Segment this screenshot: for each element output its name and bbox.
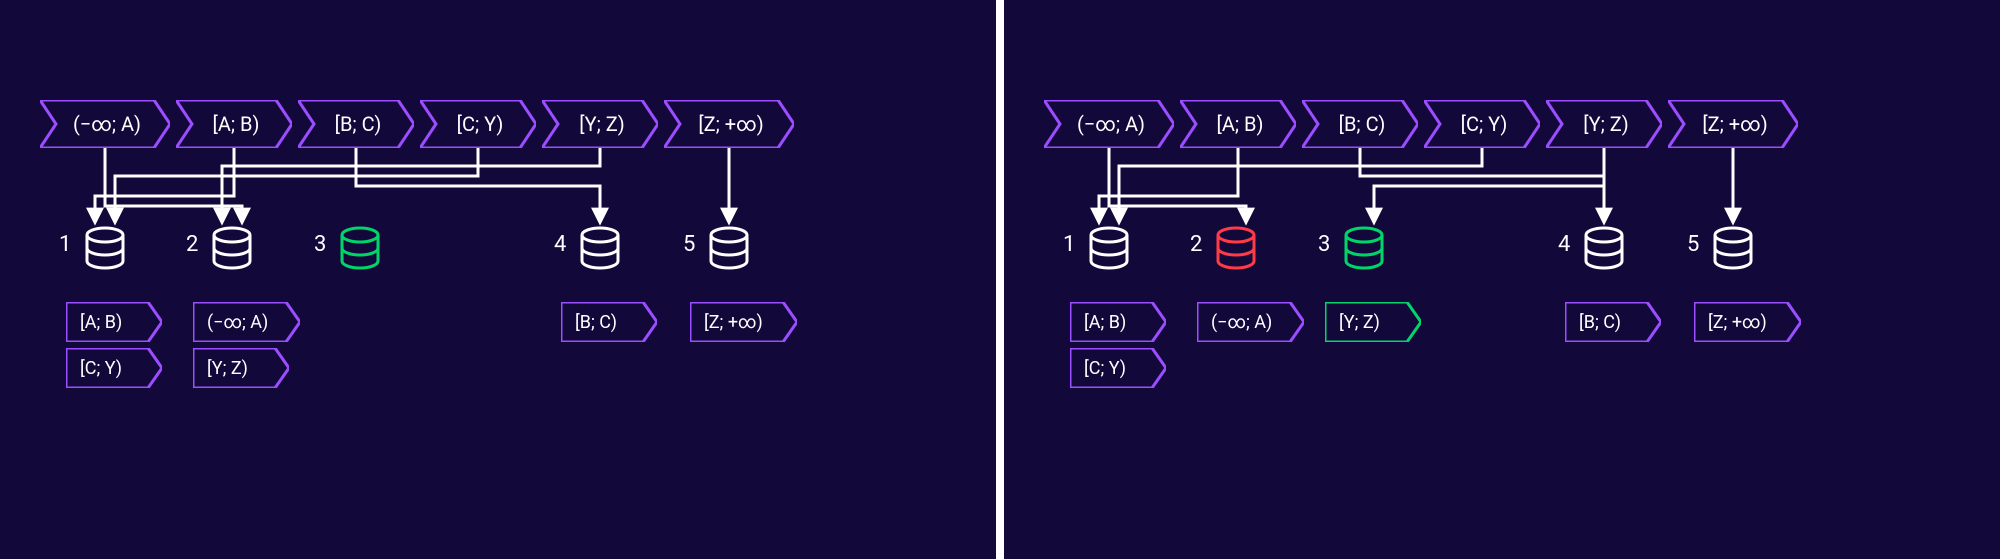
- tag-label: [Z; +∞): [1708, 312, 1767, 333]
- range-label: (−∞; A): [73, 112, 141, 136]
- tag-label: [Y; Z): [207, 358, 248, 379]
- tag-label: [Z; +∞): [704, 312, 763, 333]
- tag-label: [A; B): [80, 312, 122, 333]
- tag-label: [C; Y): [80, 358, 122, 379]
- mapping-arrow: [1374, 148, 1604, 222]
- tag-label: [C; Y): [1084, 358, 1126, 379]
- mapping-arrow: [1109, 148, 1246, 222]
- arrow-layer: [1004, 0, 2000, 559]
- tag-label: [A; B): [1084, 312, 1126, 333]
- range-label: [Z; +∞): [1702, 112, 1767, 136]
- range-label: [C; Y): [457, 112, 504, 136]
- range-label: [B; C): [1339, 112, 1386, 136]
- tag-label: (−∞; A): [1211, 312, 1272, 333]
- tag-label: [B; C): [1579, 312, 1621, 333]
- range-label: [A; B): [213, 112, 260, 136]
- range-label: [Y; Z): [579, 112, 624, 136]
- range-label: [Y; Z): [1583, 112, 1628, 136]
- range-label: [Z; +∞): [698, 112, 763, 136]
- tag-label: [Y; Z): [1339, 312, 1380, 333]
- tag-label: (−∞; A): [207, 312, 268, 333]
- panels-container: (−∞; A) [A; B) [B; C) [C; Y) [Y; Z) [Z; …: [0, 0, 2000, 559]
- range-label: [B; C): [335, 112, 382, 136]
- panel-left: (−∞; A) [A; B) [B; C) [C; Y) [Y; Z) [Z; …: [0, 0, 996, 559]
- panel-right: (−∞; A) [A; B) [B; C) [C; Y) [Y; Z) [Z; …: [1004, 0, 2000, 559]
- range-label: [C; Y): [1461, 112, 1508, 136]
- arrow-layer: [0, 0, 996, 559]
- range-label: (−∞; A): [1077, 112, 1145, 136]
- range-label: [A; B): [1217, 112, 1264, 136]
- tag-label: [B; C): [575, 312, 617, 333]
- panel-divider: [996, 0, 1004, 559]
